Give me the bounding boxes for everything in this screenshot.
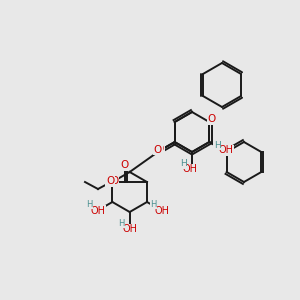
- Text: H: H: [118, 218, 125, 227]
- Text: H: H: [214, 141, 220, 150]
- Text: O: O: [106, 176, 114, 186]
- Text: OH: OH: [122, 224, 137, 234]
- Text: OH: OH: [154, 206, 169, 215]
- Text: O: O: [110, 176, 118, 186]
- Text: O: O: [156, 145, 164, 154]
- Text: O: O: [207, 114, 215, 124]
- Text: OH: OH: [90, 206, 105, 215]
- Text: O: O: [154, 145, 162, 154]
- Text: OH: OH: [218, 146, 233, 155]
- Text: H: H: [180, 160, 186, 169]
- Text: O: O: [120, 160, 128, 170]
- Text: H: H: [151, 200, 157, 209]
- Text: OH: OH: [182, 164, 197, 174]
- Text: H: H: [86, 200, 93, 209]
